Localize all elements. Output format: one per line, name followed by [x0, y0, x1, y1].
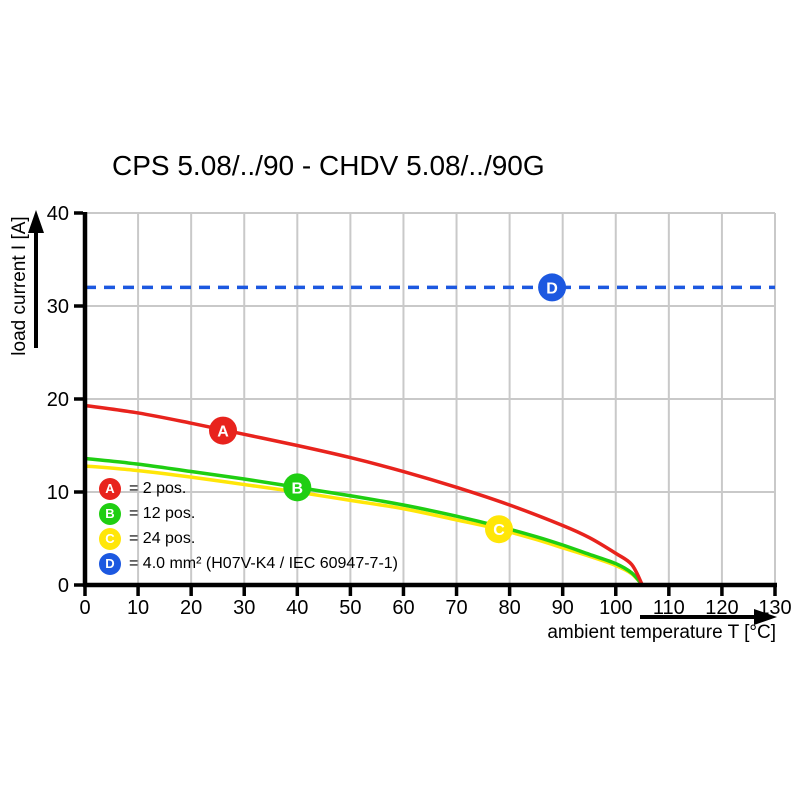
curve-marker-letter-D: D: [546, 280, 558, 297]
legend-item-B: B = 12 pos.: [99, 501, 398, 526]
legend-badge-A: A: [99, 477, 121, 500]
x-axis-label: ambient temperature T [°C]: [547, 622, 776, 643]
x-tick-label: 0: [79, 597, 90, 619]
legend-badge-D: D: [99, 552, 121, 575]
y-axis-arrowhead: [28, 210, 44, 233]
x-tick-label: 90: [552, 597, 574, 619]
legend-item-A: A = 2 pos.: [99, 476, 398, 501]
x-tick-label: 20: [180, 597, 202, 619]
legend: A = 2 pos. B = 12 pos. C = 24 pos. D = 4.0 mm² …: [99, 476, 398, 576]
legend-item-D: D = 4.0 mm² (H07V-K4 / IEC 60947-7-1): [99, 551, 398, 576]
curve-A: [84, 403, 644, 586]
y-tick-label: 20: [47, 389, 69, 411]
curve-marker-B: [283, 473, 312, 502]
x-axis-arrowhead: [754, 609, 777, 625]
y-tick-label: 30: [47, 296, 69, 318]
y-tick-label: 10: [47, 482, 69, 504]
legend-item-C: C = 24 pos.: [99, 526, 398, 551]
curve-marker-A: [209, 416, 237, 445]
chart-title: CPS 5.08/../90 - CHDV 5.08/../90G: [112, 150, 545, 181]
x-tick-label: 110: [653, 597, 685, 619]
curve-C: [84, 464, 644, 587]
x-tick-label: 40: [286, 597, 308, 619]
curve-marker-letter-B: B: [292, 480, 304, 497]
x-tick-label: 50: [339, 597, 361, 619]
curve-marker-D: [538, 273, 567, 302]
y-tick-label: 0: [58, 575, 69, 597]
legend-label-C: = 24 pos.: [129, 529, 196, 547]
x-tick-label: 30: [233, 597, 255, 619]
legend-badge-C: C: [99, 527, 121, 550]
legend-badge-B: B: [99, 502, 121, 525]
y-tick-label: 40: [47, 203, 69, 225]
x-tick-label: 120: [705, 597, 738, 619]
x-tick-label: 10: [127, 597, 149, 619]
legend-label-B: = 12 pos.: [129, 504, 196, 522]
x-tick-label: 70: [445, 597, 467, 619]
x-tick-label: 60: [392, 597, 414, 619]
curve-marker-letter-A: A: [217, 424, 229, 441]
curve-marker-C: [485, 515, 513, 544]
curve-marker-letter-C: C: [493, 522, 505, 539]
legend-label-A: = 2 pos.: [129, 479, 187, 497]
y-axis-label: load current I [A]: [9, 216, 30, 356]
x-tick-label: 80: [498, 597, 520, 619]
legend-label-D: = 4.0 mm² (H07V-K4 / IEC 60947-7-1): [129, 554, 398, 572]
curve-B: [84, 456, 644, 587]
x-tick-label: 100: [599, 597, 632, 619]
